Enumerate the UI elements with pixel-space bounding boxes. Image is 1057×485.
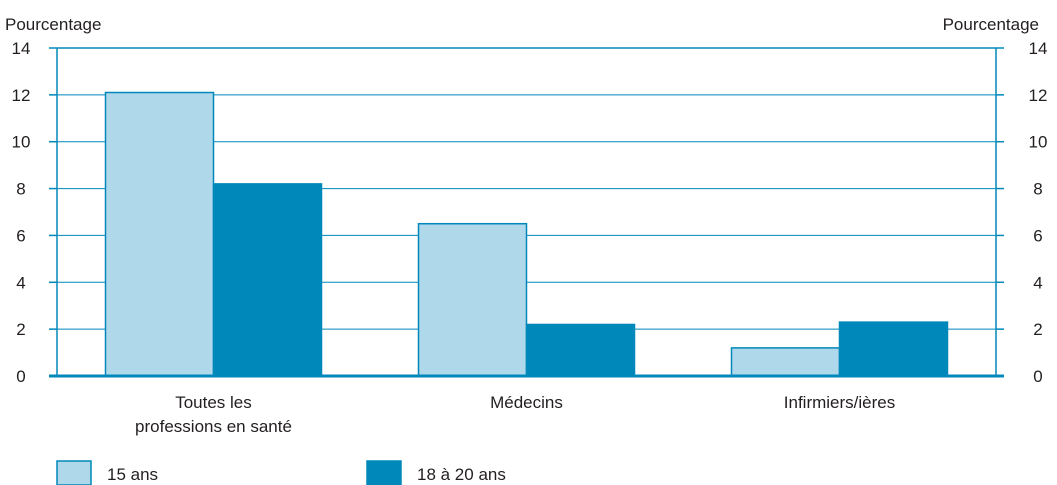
legend: 15 ans 18 à 20 ans [56, 460, 506, 485]
y-tick-label-left: 12 [12, 86, 31, 105]
y-tick-label-right: 0 [1033, 367, 1042, 386]
y-tick-label-right: 4 [1033, 273, 1042, 292]
legend-label: 15 ans [107, 465, 158, 484]
y-tick-label-right: 2 [1033, 320, 1042, 339]
legend-swatch [56, 460, 92, 485]
y-tick-label-left: 0 [16, 367, 25, 386]
y-ticks-right: 0 2 4 6 8 10 12 14 [996, 39, 1047, 386]
bar-series-1 [417, 222, 528, 377]
bar-series-2 [525, 323, 636, 377]
y-ticks-left: 0 2 4 6 8 10 12 14 [12, 39, 57, 386]
y-tick-label-left: 14 [12, 39, 31, 58]
bar-series-1 [104, 91, 215, 377]
x-axis-labels: Toutes les professions en santé Médecins In… [135, 393, 895, 436]
x-category-label: Médecins [490, 393, 563, 412]
bars [104, 91, 949, 377]
x-category-label: Infirmiers/ières [784, 393, 895, 412]
x-category-label: professions en santé [135, 417, 292, 436]
bar-series-2 [838, 321, 949, 377]
plot-frame [49, 47, 1004, 378]
y-axis-label-left: Pourcentage [5, 15, 101, 34]
y-tick-label-left: 2 [16, 320, 25, 339]
y-axis-label-right: Pourcentage [943, 15, 1039, 34]
y-tick-label-left: 10 [12, 133, 31, 152]
y-tick-label-right: 10 [1029, 133, 1048, 152]
y-tick-label-left: 4 [16, 273, 25, 292]
y-tick-label-right: 12 [1029, 86, 1048, 105]
legend-label: 18 à 20 ans [417, 465, 506, 484]
y-tick-label-right: 14 [1029, 39, 1048, 58]
bar-series-2 [212, 183, 323, 377]
y-tick-label-left: 8 [16, 180, 25, 199]
legend-item: 18 à 20 ans [366, 460, 506, 485]
legend-item: 15 ans [56, 460, 158, 485]
y-tick-label-right: 6 [1033, 226, 1042, 245]
y-tick-label-left: 6 [16, 226, 25, 245]
x-category-label: Toutes les [175, 393, 252, 412]
legend-swatch [366, 460, 402, 485]
bar-series-1 [730, 347, 841, 377]
y-tick-label-right: 8 [1033, 180, 1042, 199]
